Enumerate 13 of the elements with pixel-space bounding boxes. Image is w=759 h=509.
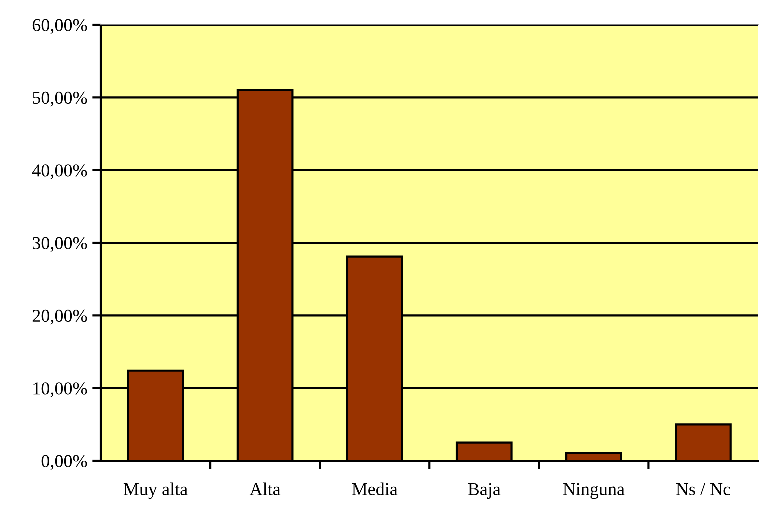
- x-tick-label: Alta: [250, 482, 281, 496]
- y-tick-label: 40,00%: [32, 164, 88, 180]
- x-tick-label: Baja: [468, 483, 501, 500]
- y-tick-label: 50,00%: [33, 92, 88, 107]
- y-tick-label: 20,00%: [32, 310, 88, 325]
- x-tick-label: Ns / Nc: [676, 483, 730, 496]
- y-tick-label: 10,00%: [34, 382, 88, 398]
- x-tick-label: Ninguna: [563, 483, 625, 500]
- y-tick-label: 0,00%: [42, 455, 88, 470]
- y-tick-label: 60,00%: [32, 19, 88, 34]
- x-tick-label: Muy alta: [124, 482, 188, 500]
- y-tick-label: 30,00%: [33, 237, 88, 252]
- x-tick-label: Media: [352, 482, 398, 496]
